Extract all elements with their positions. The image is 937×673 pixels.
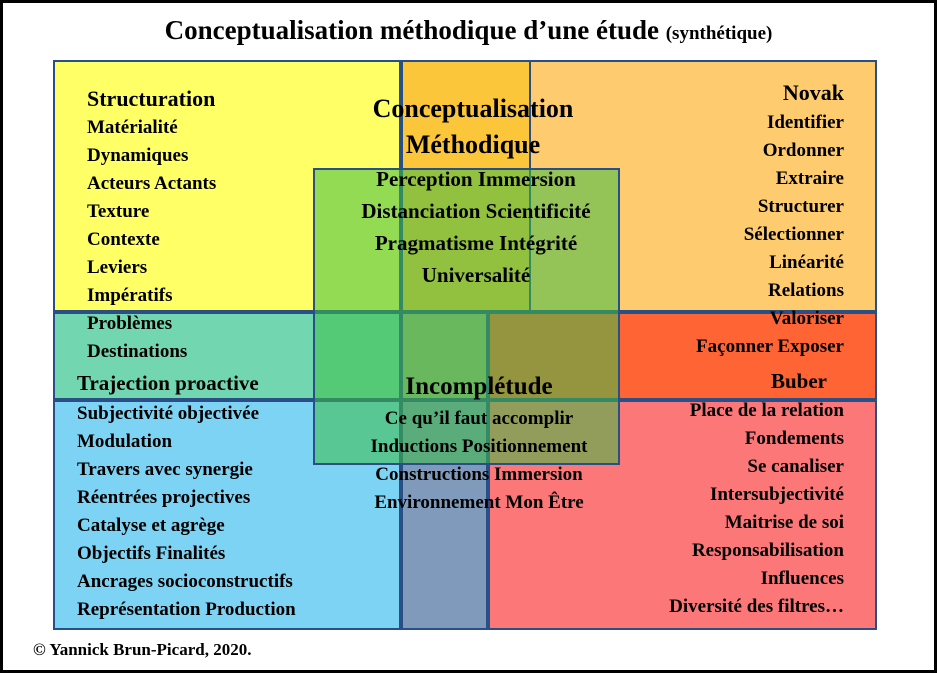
list-item: Problèmes <box>87 313 173 334</box>
list-item: Modulation <box>77 431 173 452</box>
list-item: Texture <box>87 201 150 222</box>
list-item: Structurer <box>757 196 844 217</box>
list-item: Constructions Immersion <box>375 464 583 485</box>
list-item: Sélectionner <box>743 224 844 245</box>
list-item: Fondements <box>744 428 844 449</box>
list-item: Représentation Production <box>77 599 296 620</box>
list-item: Environnement Mon Être <box>374 492 584 513</box>
list-item: Maitrise de soi <box>724 512 844 533</box>
list-item: Acteurs Actants <box>87 173 217 194</box>
buber-heading: Buber <box>771 369 828 393</box>
title-main: Conceptualisation méthodique d’une étude <box>164 15 659 45</box>
list-item: Valoriser <box>769 308 844 329</box>
incompletude-list: Ce qu’il faut accomplir Inductions Posit… <box>329 405 629 517</box>
list-item: Travers avec synergie <box>77 459 253 480</box>
list-item: Inductions Positionnement <box>370 436 588 457</box>
list-item: Extraire <box>775 168 844 189</box>
structuration-list: Matérialité Dynamiques Acteurs Actants T… <box>87 114 216 366</box>
list-item: Destinations <box>87 341 188 362</box>
center-list: Perception Immersion Distanciation Scien… <box>316 163 636 291</box>
list-item: Intersubjectivité <box>709 484 844 505</box>
list-item: Distanciation Scientificité <box>361 199 591 223</box>
list-item: Façonner Exposer <box>696 336 844 357</box>
trajection-heading: Trajection proactive <box>77 371 259 395</box>
list-item: Leviers <box>87 257 148 278</box>
incompletude-heading: Incomplétude <box>405 373 553 400</box>
copyright-note: © Yannick Brun-Picard, 2020. <box>33 640 252 659</box>
list-item: Subjectivité objectivée <box>77 403 260 424</box>
list-item: Universalité <box>421 263 531 287</box>
novak-heading: Novak <box>782 80 844 105</box>
list-item: Relations <box>768 280 844 301</box>
center-heading-line: Conceptualisation <box>372 94 574 123</box>
structuration-heading: Structuration <box>87 86 216 111</box>
list-item: Diversité des filtres… <box>669 596 844 617</box>
novak-list: Identifier Ordonner Extraire Structurer … <box>696 109 844 361</box>
list-item: Se canaliser <box>747 456 844 477</box>
center-heading-line: Méthodique <box>405 130 541 159</box>
buber-list: Place de la relation Fondements Se canal… <box>669 397 844 621</box>
diagram-title: Conceptualisation méthodique d’une étude… <box>3 15 934 46</box>
list-item: Place de la relation <box>689 400 844 421</box>
list-item: Ce qu’il faut accomplir <box>384 408 574 429</box>
list-item: Dynamiques <box>87 145 189 166</box>
list-item: Objectifs Finalités <box>77 543 226 564</box>
trajection-list: Subjectivité objectivée Modulation Trave… <box>77 400 296 624</box>
list-item: Linéarité <box>769 252 844 273</box>
list-item: Ancrages socioconstructifs <box>77 571 293 592</box>
list-item: Pragmatisme Intégrité <box>374 231 578 255</box>
list-item: Catalyse et agrège <box>77 515 225 536</box>
list-item: Influences <box>760 568 844 589</box>
list-item: Perception Immersion <box>376 167 576 191</box>
center-overlay <box>313 168 620 465</box>
list-item: Contexte <box>87 229 160 250</box>
center-heading: Conceptualisation Méthodique <box>323 91 623 163</box>
title-subtitle: (synthétique) <box>665 23 773 44</box>
list-item: Ordonner <box>762 140 844 161</box>
list-item: Impératifs <box>87 285 173 306</box>
list-item: Identifier <box>766 112 844 133</box>
list-item: Réentrées projectives <box>77 487 251 508</box>
list-item: Responsabilisation <box>691 540 844 561</box>
list-item: Matérialité <box>87 117 178 138</box>
